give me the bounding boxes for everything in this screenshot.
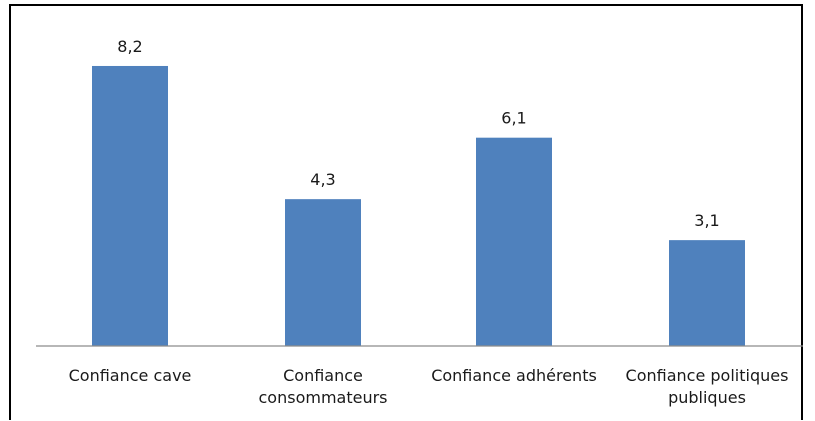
category-label-2-line-2: consommateurs xyxy=(259,388,388,407)
category-label-3-line-1: Confiance adhérents xyxy=(431,366,597,385)
category-label-1-line-1: Confiance cave xyxy=(69,366,192,385)
category-label-4-line-2: publiques xyxy=(668,388,746,407)
bar-4 xyxy=(669,240,745,346)
category-label-2-line-1: Confiance xyxy=(283,366,363,385)
data-label-2: 4,3 xyxy=(310,170,335,189)
bar-1 xyxy=(92,65,168,346)
data-label-4: 3,1 xyxy=(694,211,719,230)
data-label-1: 8,2 xyxy=(117,37,142,56)
category-label-4-line-1: Confiance politiques xyxy=(626,366,789,385)
bar-3 xyxy=(476,137,552,346)
bar-2 xyxy=(285,199,361,346)
data-label-3: 6,1 xyxy=(501,109,526,128)
